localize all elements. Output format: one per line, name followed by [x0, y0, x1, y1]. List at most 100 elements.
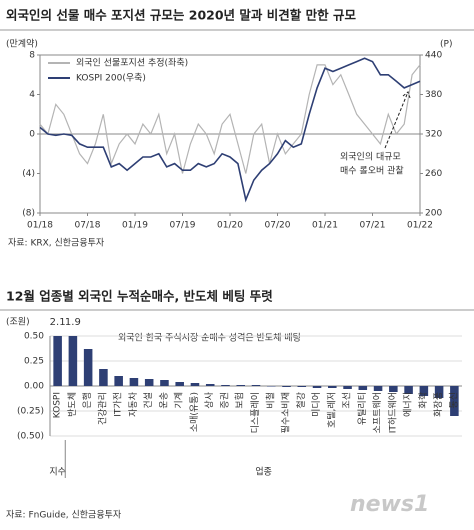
y2-tick-label: 320 [425, 130, 442, 140]
annotation-arrow [384, 91, 411, 149]
data-label: 2.1 [50, 317, 66, 328]
x-tick-label: 필수소비재 [280, 392, 292, 433]
annotation: 매수 롤오버 관찰 [340, 166, 404, 177]
x-tick-label: 조선 [342, 392, 353, 409]
bar [221, 385, 230, 386]
x-tick-label: 소프트웨어 [371, 392, 383, 433]
y-tick-label: 0.25 [24, 357, 44, 367]
bar [328, 386, 337, 388]
y2-tick-label: 200 [425, 209, 442, 219]
x-tick-label: 건설 [143, 392, 154, 409]
x-tick-label: 에너지 [403, 392, 414, 417]
x-tick-label: 미디어 [311, 392, 322, 417]
x-tick-label: 유틸리티 [357, 392, 368, 425]
y-tick-label: (8) [22, 209, 35, 219]
x-tick-label: IT가전 [113, 392, 124, 417]
x-tick-label: 반도체 [67, 392, 78, 417]
y-tick-label: 0.50 [24, 332, 44, 342]
x-tick-label: KOSPI [53, 392, 63, 418]
y-axis-label: (만계약) [6, 38, 38, 50]
y-axis-label: (조원) [6, 317, 30, 328]
y-tick-label: 8 [29, 51, 35, 61]
x-tick-label: 자동차 [127, 391, 139, 417]
x-tick-label: 은행 [81, 392, 93, 409]
bar [297, 386, 307, 387]
x-tick-label: 07/19 [170, 221, 196, 231]
y-tick-label: (0.25) [17, 407, 44, 417]
x-tick-label: 통신 [448, 392, 459, 409]
bar [53, 336, 62, 386]
bar [129, 378, 139, 386]
bar [434, 386, 444, 398]
chart-title: 외국인의 선물 매수 포지션 규모는 2020년 말과 비견할 만한 규모 [6, 8, 356, 23]
bar [358, 386, 368, 390]
source: 자료: FnGuide, 신한금융투자 [6, 510, 122, 521]
watermark: news1 [350, 492, 429, 517]
legend-label: KOSPI 200(우축) [76, 73, 146, 84]
bars [53, 336, 459, 416]
y2-tick-label: 440 [425, 51, 442, 61]
x-tick-label: 호텔,레저 [325, 392, 337, 428]
bar [312, 386, 322, 388]
bar [144, 379, 154, 386]
bar [114, 376, 123, 386]
bar [266, 386, 276, 387]
y-tick-label: 0.00 [24, 382, 44, 392]
bar [236, 385, 246, 386]
bar [282, 386, 291, 387]
x-tick-label: 01/19 [122, 221, 148, 231]
annotation: 외국인의 대규모 [340, 151, 401, 163]
bar [251, 385, 261, 386]
x-tick-label: 기계 [173, 392, 185, 409]
x-tick-label: 철강 [296, 392, 307, 409]
group-label: 업종 [255, 467, 272, 478]
x-tick-label: 01/21 [312, 221, 338, 231]
y2-axis-label: (P) [440, 40, 452, 50]
x-tick-label: 운송 [158, 392, 169, 409]
x-tick-label: 디스플레이 [250, 392, 261, 433]
bar [404, 386, 413, 394]
annotation: 외국인 한국 주식시장 순매수 성격은 반도체 베팅 [118, 332, 301, 344]
data-label: 1.9 [65, 317, 81, 328]
bar [205, 384, 215, 386]
x-tick-label: 건강관리 [97, 392, 108, 425]
bar [175, 382, 184, 386]
x-tick-label: 07/18 [75, 221, 101, 231]
bar [68, 336, 78, 386]
series-line [39, 57, 421, 203]
source: 자료: KRX, 신한금융투자 [8, 238, 105, 249]
bar [190, 383, 200, 386]
group-label: 지수 [49, 467, 66, 478]
bar [373, 386, 383, 391]
x-tick-label: 07/21 [360, 221, 386, 231]
bar [99, 369, 108, 386]
x-tick-label: 화장품 [433, 392, 444, 417]
x-tick-label: 소매(유통) [189, 392, 200, 432]
x-tick-label: 01/20 [217, 221, 243, 231]
x-tick-label: 07/20 [265, 221, 291, 231]
y-tick-label: (4) [22, 169, 35, 179]
y-tick-label: 4 [29, 90, 35, 100]
bar [83, 349, 93, 386]
bar [343, 386, 352, 389]
x-tick-label: 보험 [235, 392, 246, 409]
legend-label: 외국인 선물포지션 추정(좌축) [76, 57, 188, 69]
bar [389, 386, 398, 392]
x-tick-label: 화학 [418, 392, 429, 409]
chart-title: 12월 업종별 외국인 누적순매수, 반도체 베팅 뚜렷 [6, 289, 273, 304]
x-tick-label: IT하드웨어 [386, 392, 398, 433]
bar [160, 380, 169, 386]
series-line [39, 64, 421, 174]
x-tick-label: 비철 [265, 392, 276, 409]
y2-tick-label: 380 [425, 90, 442, 100]
x-tick-label: 01/18 [27, 221, 53, 231]
y-tick-label: (0.50) [17, 432, 44, 442]
y-tick-label: 0 [29, 130, 35, 140]
y2-tick-label: 260 [425, 169, 442, 179]
bar [450, 386, 459, 416]
x-tick-label: 증권 [218, 392, 230, 409]
x-tick-label: 상사 [204, 391, 215, 408]
bar [419, 386, 429, 396]
